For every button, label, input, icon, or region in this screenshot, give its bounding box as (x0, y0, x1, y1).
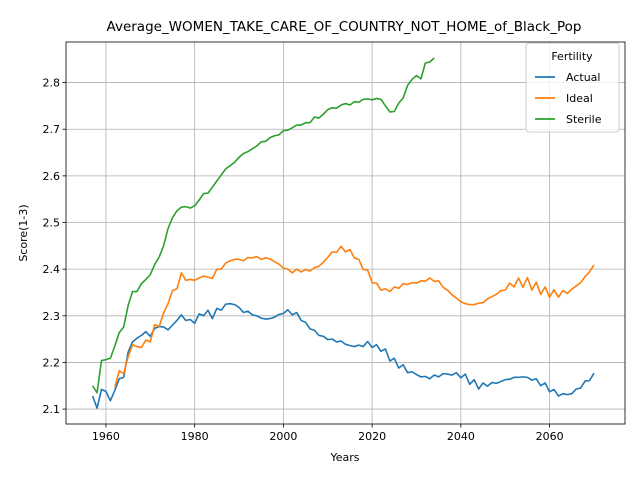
axis-ticks: 1960 1980 2000 2020 2040 2060 2.1 2.2 2.3 2.4 2.5 2… (43, 77, 564, 443)
y-tick-label: 2.4 (43, 263, 61, 276)
y-axis-label: Score(1-3) (17, 204, 30, 261)
legend: Fertility Actual Ideal Sterile (525, 42, 620, 133)
chart-title: Average_WOMEN_TAKE_CARE_OF_COUNTRY_NOT_H… (107, 19, 582, 35)
y-tick-label: 2.8 (43, 77, 61, 90)
series-lines (91, 57, 595, 409)
series-line-ideal (114, 245, 595, 388)
y-tick-label: 2.3 (43, 310, 61, 323)
series-line-sterile (91, 57, 435, 394)
grid (66, 42, 625, 424)
y-tick-label: 2.5 (43, 217, 61, 230)
series-line-actual (91, 302, 595, 409)
legend-title: Fertility (551, 50, 593, 63)
x-tick-label: 2000 (269, 430, 297, 443)
y-tick-label: 2.1 (43, 403, 61, 416)
legend-label-ideal: Ideal (566, 92, 593, 105)
y-tick-label: 2.2 (43, 356, 61, 369)
x-axis-label: Years (329, 451, 359, 464)
legend-box (525, 42, 620, 133)
plot-frame (65, 41, 626, 425)
x-tick-label: 2060 (536, 430, 564, 443)
x-tick-label: 2020 (358, 430, 386, 443)
y-tick-label: 2.6 (43, 170, 61, 183)
x-tick-label: 1960 (92, 430, 120, 443)
x-tick-label: 1980 (181, 430, 209, 443)
y-tick-label: 2.7 (43, 123, 61, 136)
x-tick-label: 2040 (447, 430, 475, 443)
legend-label-sterile: Sterile (566, 113, 602, 126)
legend-label-actual: Actual (566, 71, 600, 84)
